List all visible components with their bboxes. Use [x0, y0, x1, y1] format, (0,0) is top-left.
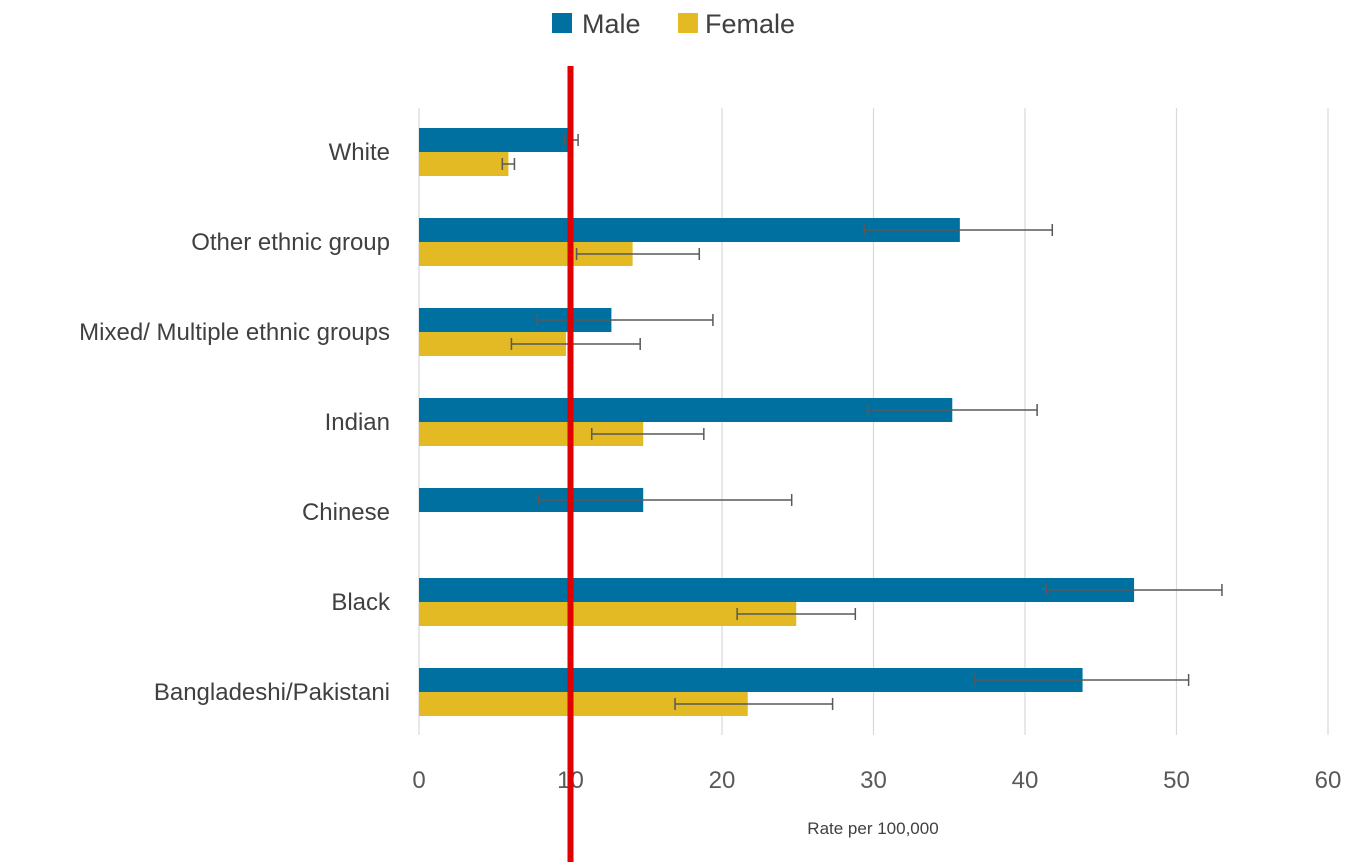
bar-female-black: [419, 602, 797, 626]
legend-label-male: Male: [582, 9, 641, 39]
x-tick-label-0: 0: [412, 767, 425, 794]
x-tick-label-20: 20: [709, 767, 736, 794]
bar-male-white: [419, 128, 571, 152]
bar-male-bangladeshi-pakistani: [419, 668, 1083, 692]
category-label-indian: Indian: [325, 409, 390, 436]
legend-label-female: Female: [705, 9, 795, 39]
legend-swatch-male: [552, 13, 572, 33]
x-tick-label-40: 40: [1012, 767, 1039, 794]
category-label-other-ethnic-group: Other ethnic group: [191, 229, 390, 256]
x-tick-label-60: 60: [1315, 767, 1342, 794]
category-label-chinese: Chinese: [302, 499, 390, 526]
x-axis-title: Rate per 100,000: [807, 819, 938, 838]
x-tick-label-30: 30: [860, 767, 887, 794]
bar-male-indian: [419, 398, 953, 422]
category-label-mixed-multiple-ethnic-groups: Mixed/ Multiple ethnic groups: [79, 319, 390, 346]
x-tick-label-50: 50: [1163, 767, 1190, 794]
category-label-black: Black: [331, 589, 391, 616]
category-label-bangladeshi-pakistani: Bangladeshi/Pakistani: [154, 679, 390, 706]
bar-male-black: [419, 578, 1135, 602]
legend-swatch-female: [678, 13, 698, 33]
bar-female-white: [419, 152, 509, 176]
category-label-white: White: [329, 139, 390, 166]
